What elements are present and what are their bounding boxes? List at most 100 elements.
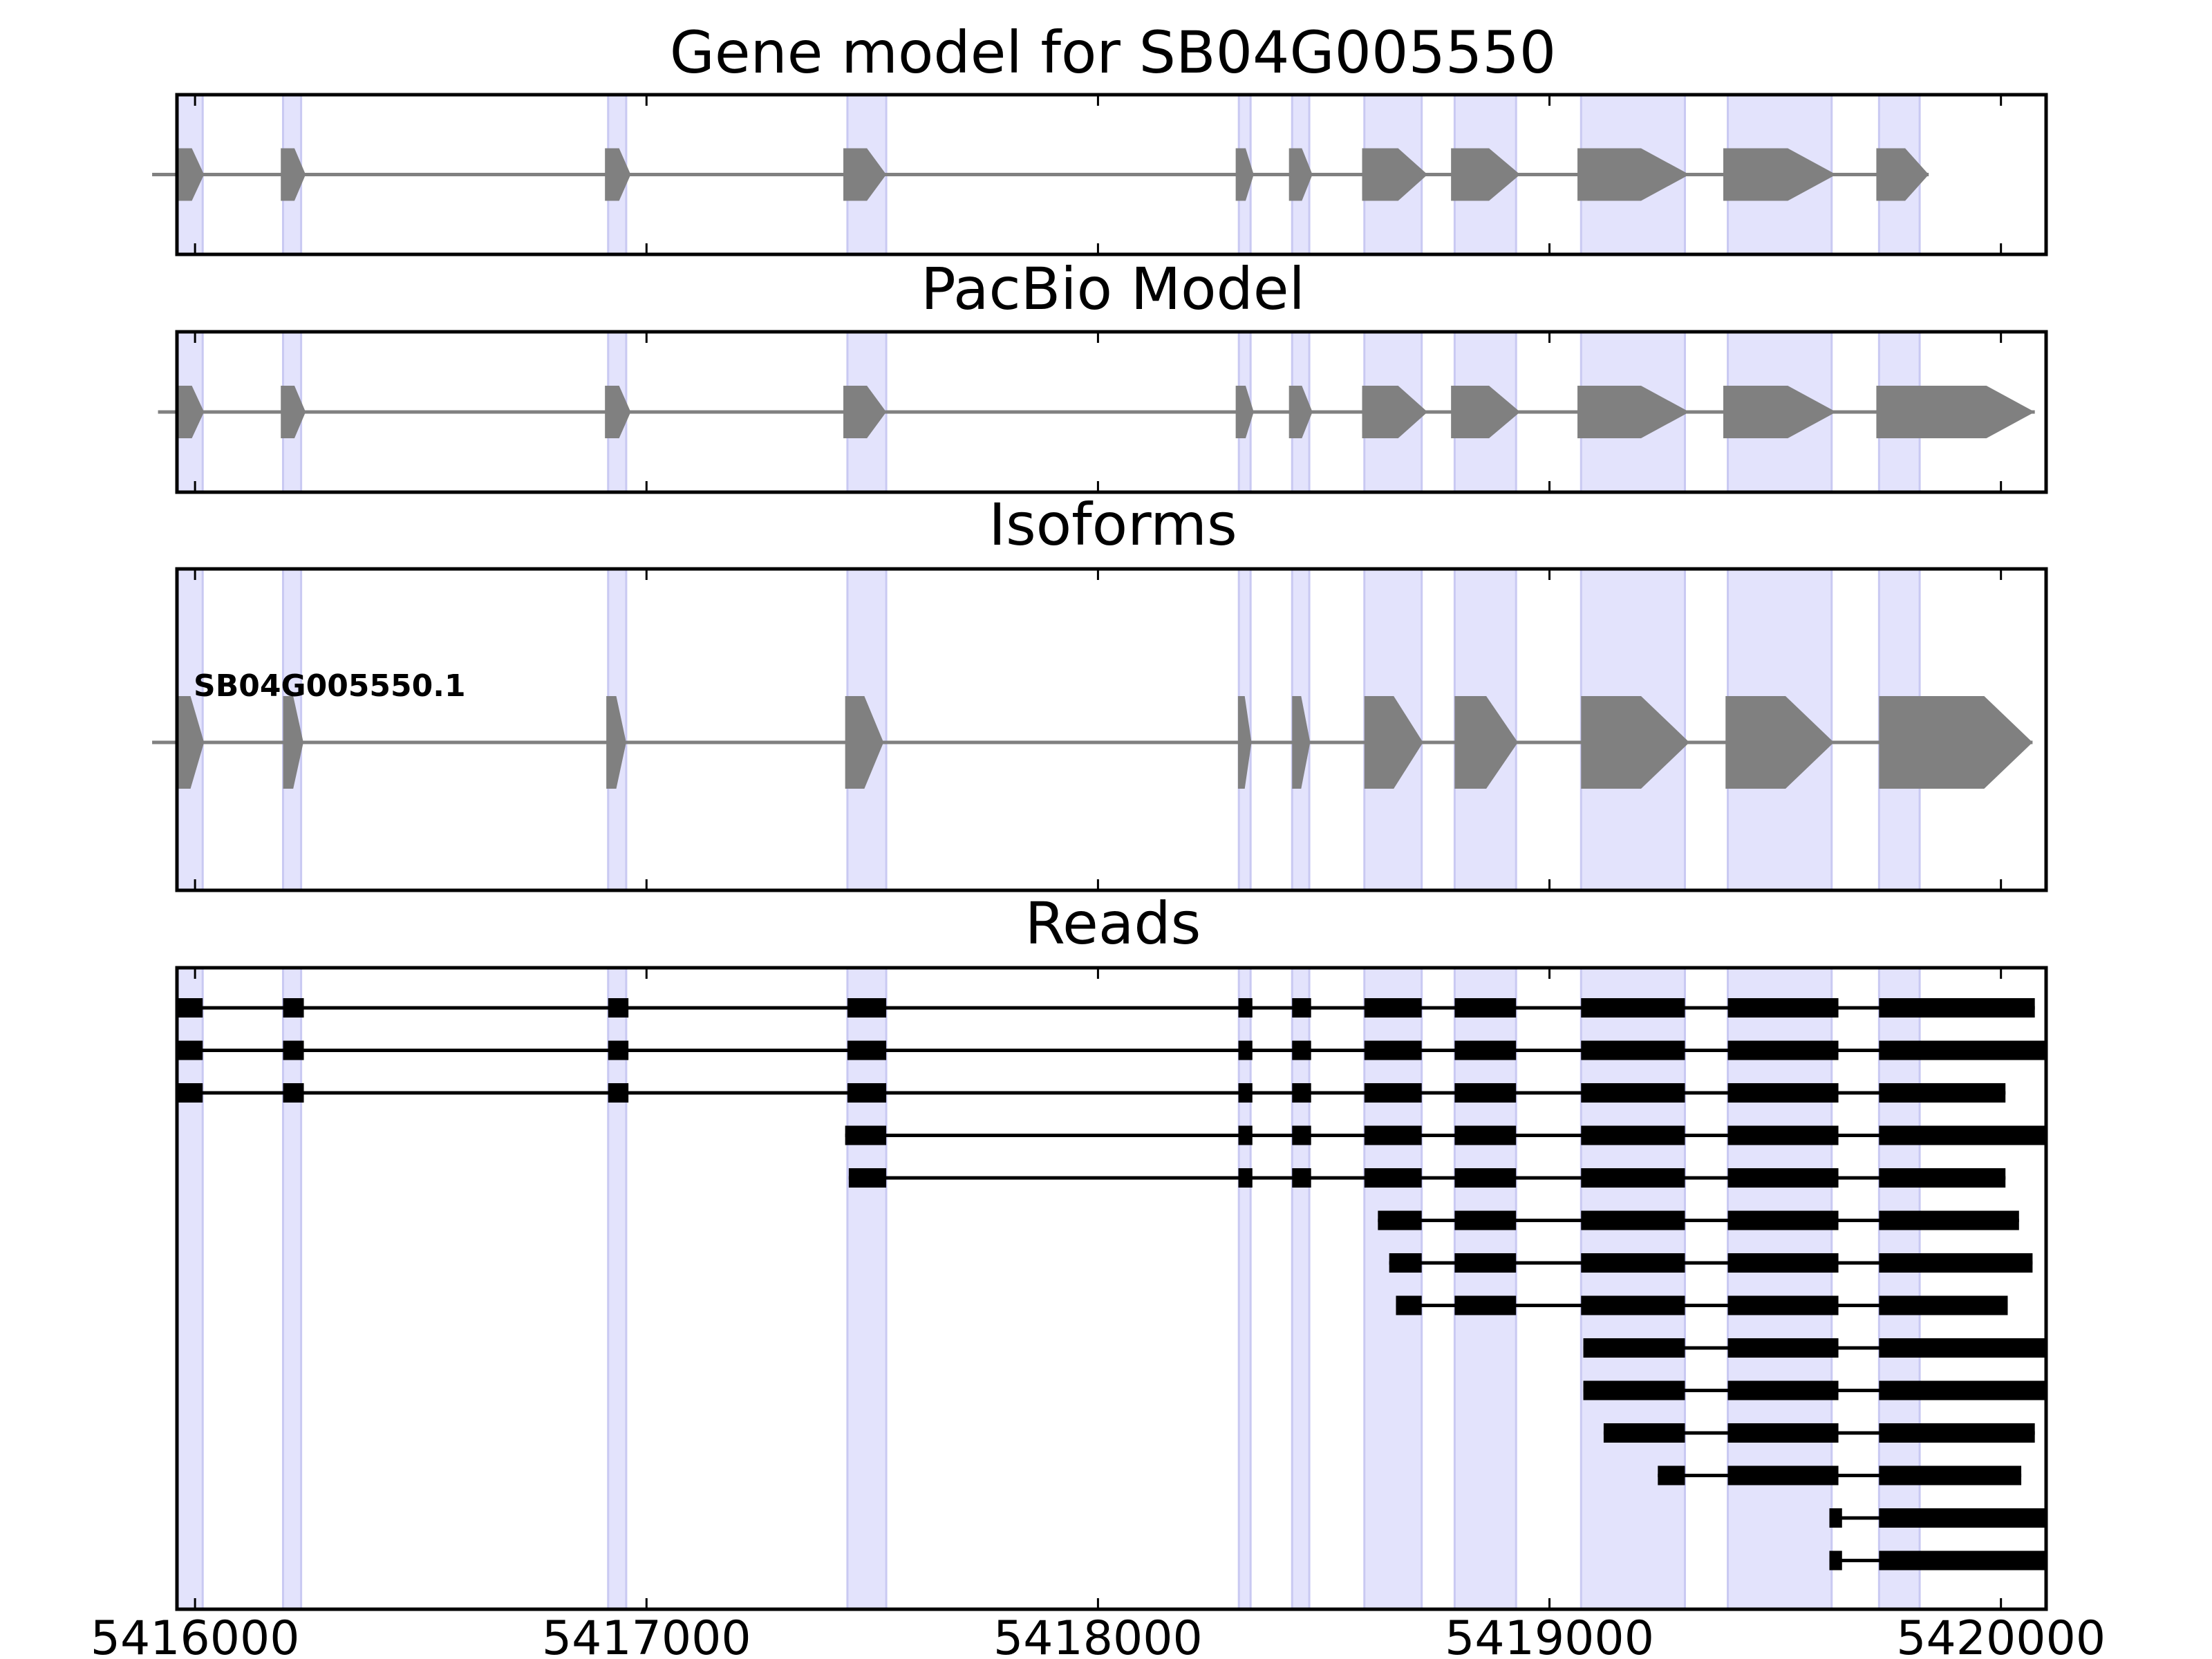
read-block xyxy=(1727,1125,1839,1145)
read-block xyxy=(1879,1550,2046,1571)
read-block xyxy=(1727,1253,1839,1273)
panel-frame xyxy=(175,93,2048,256)
x-tick-label: 5420000 xyxy=(1896,1611,2106,1659)
read-block xyxy=(1879,1380,2046,1400)
read-block xyxy=(1727,1465,1839,1485)
read-block xyxy=(1727,1338,1839,1358)
read-block xyxy=(1454,1168,1517,1188)
read-block xyxy=(1829,1508,1842,1528)
exon-band xyxy=(281,966,303,1611)
read-block xyxy=(1727,1295,1839,1315)
read-row xyxy=(848,1168,2006,1188)
read-row xyxy=(1389,1253,2033,1273)
exon-arrow xyxy=(1362,148,1428,201)
exon-arrow xyxy=(1364,696,1423,789)
read-row xyxy=(1829,1550,2046,1571)
read-row xyxy=(177,1083,2006,1103)
exon-arrow xyxy=(1237,696,1252,789)
exon-arrow xyxy=(1879,696,2033,789)
reads-panel xyxy=(175,966,2048,1611)
exon-band xyxy=(1291,966,1311,1611)
exon-arrow xyxy=(1451,386,1521,438)
read-block xyxy=(1238,998,1253,1018)
read-block xyxy=(1238,1083,1253,1103)
x-tick-label: 5416000 xyxy=(91,1611,300,1659)
read-block xyxy=(1238,1168,1253,1188)
read-block xyxy=(1603,1423,1685,1443)
exon-arrow xyxy=(1292,696,1311,789)
read-row xyxy=(177,998,2035,1018)
read-block xyxy=(1454,1125,1517,1145)
read-block xyxy=(177,1040,203,1060)
x-tick-label: 5418000 xyxy=(993,1611,1203,1659)
exon-arrow xyxy=(1723,148,1837,201)
read-block xyxy=(847,1040,887,1060)
read-row xyxy=(845,1125,2046,1145)
read-block xyxy=(1454,1253,1517,1273)
panel-frame xyxy=(175,966,2048,1611)
exon-band xyxy=(1727,966,1833,1611)
read-block xyxy=(1238,1040,1253,1060)
exon-arrow xyxy=(606,696,626,789)
read-block xyxy=(1727,1210,1839,1230)
panel-frame xyxy=(175,330,2048,494)
read-block xyxy=(1581,1040,1685,1060)
read-block xyxy=(1879,1508,2046,1528)
exon-arrow xyxy=(177,696,205,789)
read-block xyxy=(1292,1083,1311,1103)
reads-title: Reads xyxy=(1025,890,1201,957)
read-block xyxy=(1879,1338,2046,1358)
pacbio-model-title: PacBio Model xyxy=(921,255,1305,323)
read-block xyxy=(1727,1423,1839,1443)
exon-arrow xyxy=(1362,386,1428,438)
read-block xyxy=(1727,1380,1839,1400)
read-block xyxy=(847,1083,887,1103)
read-block xyxy=(1364,998,1422,1018)
read-block xyxy=(1454,1083,1517,1103)
panel-frame xyxy=(175,567,2048,892)
read-block xyxy=(1879,998,2035,1018)
read-block xyxy=(845,1125,887,1145)
read-row xyxy=(1658,1465,2022,1485)
read-block xyxy=(177,1083,203,1103)
x-axis: 5416000 5417000 5418000 5419000 5420000 xyxy=(91,1611,2106,1659)
exon-band xyxy=(607,966,628,1611)
gene-model-title: Gene model for SB04G005550 xyxy=(670,19,1556,86)
exon-arrow xyxy=(1723,386,1837,438)
read-block xyxy=(1879,1168,2006,1188)
read-block xyxy=(1879,1465,2022,1485)
isoform-label: SB04G005550.1 xyxy=(194,668,466,704)
exon-arrow xyxy=(1235,386,1254,438)
read-row xyxy=(1396,1295,2008,1315)
read-block xyxy=(177,998,203,1018)
read-block xyxy=(1364,1083,1422,1103)
read-block xyxy=(1238,1125,1253,1145)
read-block xyxy=(1879,1295,2008,1315)
read-block xyxy=(1581,1295,1685,1315)
read-block xyxy=(1292,1168,1311,1188)
read-block xyxy=(608,1040,629,1060)
exon-arrow xyxy=(605,148,631,201)
read-row xyxy=(1603,1423,2035,1443)
exon-arrow xyxy=(283,696,303,789)
exon-arrow xyxy=(1876,386,2035,438)
exon-arrow xyxy=(1235,148,1254,201)
exon-arrow xyxy=(1288,386,1313,438)
exon-band xyxy=(1580,966,1686,1611)
read-block xyxy=(1727,1083,1839,1103)
exon-arrow xyxy=(1454,696,1518,789)
read-block xyxy=(283,1083,304,1103)
gene-model-panel xyxy=(152,93,2048,256)
read-block xyxy=(1581,1253,1685,1273)
read-block xyxy=(848,1168,887,1188)
read-row xyxy=(1583,1380,2046,1400)
x-tick-label: 5419000 xyxy=(1445,1611,1654,1659)
read-block xyxy=(1292,998,1311,1018)
read-block xyxy=(1727,1040,1839,1060)
exon-arrow xyxy=(1876,148,1929,201)
read-row xyxy=(1829,1508,2046,1528)
read-block xyxy=(1583,1380,1685,1400)
read-block xyxy=(1454,1295,1517,1315)
read-block xyxy=(1879,1253,2033,1273)
